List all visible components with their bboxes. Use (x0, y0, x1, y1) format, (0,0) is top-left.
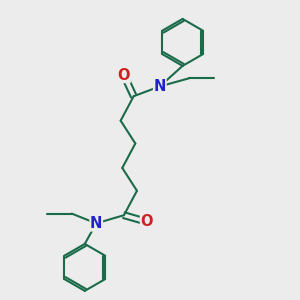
Text: N: N (90, 216, 102, 231)
Text: O: O (118, 68, 130, 82)
Text: O: O (140, 214, 153, 229)
Text: N: N (154, 79, 166, 94)
